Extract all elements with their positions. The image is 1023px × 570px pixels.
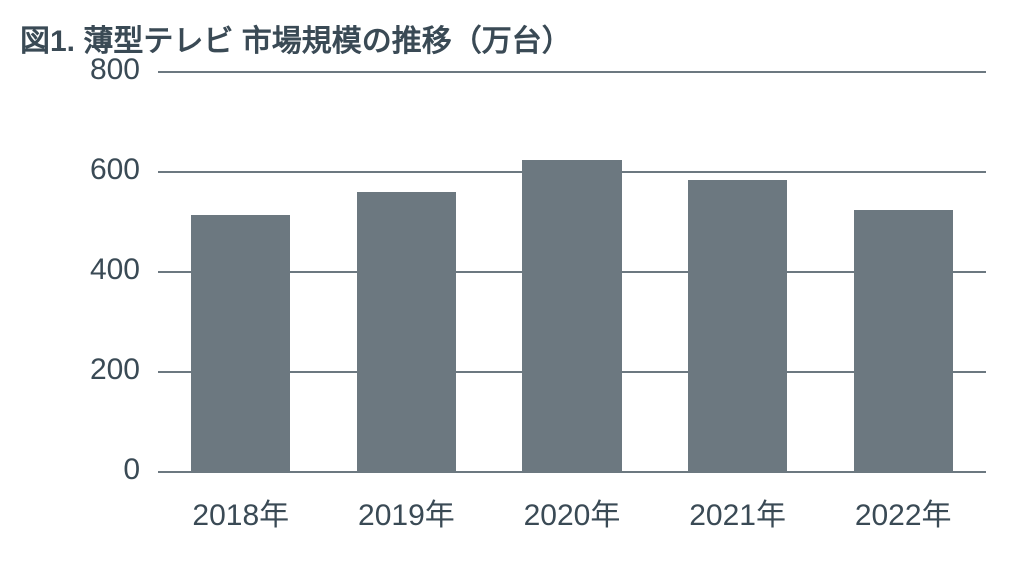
- x-tick-label: 2020年: [489, 490, 655, 534]
- y-tick-label: 0: [50, 453, 140, 487]
- bar: [854, 210, 953, 473]
- x-tick-label: 2019年: [324, 490, 490, 534]
- y-tick-label: 200: [50, 353, 140, 387]
- plot-area: 02004006008002018年2019年2020年2021年2022年: [158, 72, 986, 472]
- bar: [357, 192, 456, 472]
- gridline: [158, 71, 986, 73]
- y-tick-label: 400: [50, 253, 140, 287]
- y-tick-label: 600: [50, 153, 140, 187]
- y-tick-label: 800: [50, 53, 140, 87]
- x-tick-label: 2021年: [655, 490, 821, 534]
- bar: [522, 160, 621, 473]
- x-tick-label: 2022年: [820, 490, 986, 534]
- bar-chart: 図1. 薄型テレビ 市場規模の推移（万台） 02004006008002018年…: [0, 0, 1023, 570]
- x-tick-label: 2018年: [158, 490, 324, 534]
- bar: [688, 180, 787, 473]
- bar: [191, 215, 290, 473]
